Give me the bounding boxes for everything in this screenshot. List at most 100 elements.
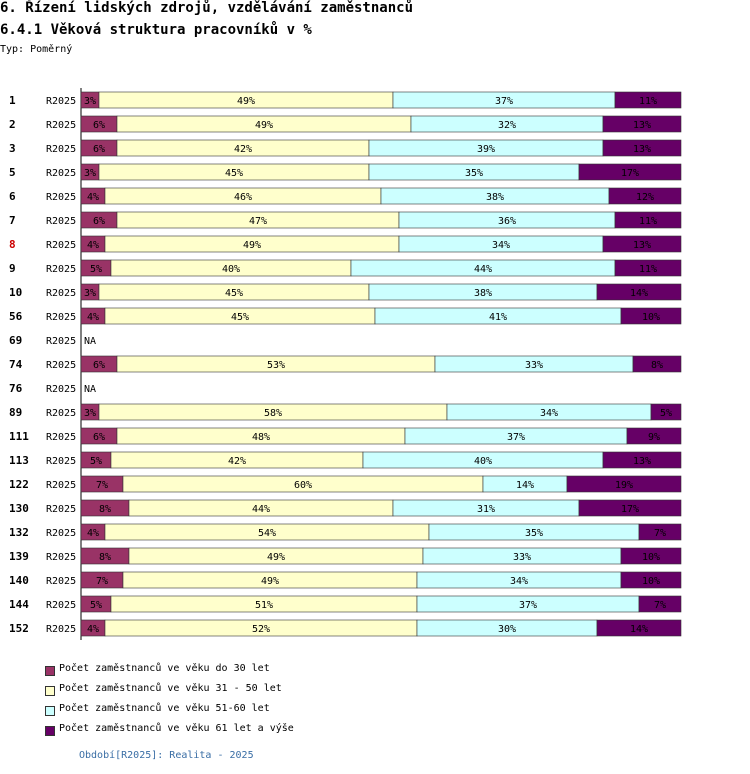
row-period-label: R2025: [46, 336, 76, 347]
bar-value-label: 11%: [639, 216, 657, 227]
row-period-label: R2025: [46, 432, 76, 443]
row-period-label: R2025: [46, 408, 76, 419]
bar-value-label: 47%: [249, 216, 267, 227]
bar-value-label: 37%: [507, 432, 525, 443]
bar-segment: [602, 451, 682, 469]
row-category-label: 139: [9, 550, 29, 563]
row-period-label: R2025: [46, 552, 76, 563]
bar-value-label: 4%: [87, 240, 99, 251]
bar-value-label: 37%: [495, 96, 513, 107]
bar-value-label: 48%: [252, 432, 270, 443]
bar-value-label: 7%: [654, 600, 666, 611]
row-category-label: 111: [9, 430, 29, 443]
bar-value-label: 49%: [261, 576, 279, 587]
bar-value-label: 42%: [234, 144, 252, 155]
row-category-label: 74: [9, 358, 23, 371]
legend-label: Počet zaměstnanců ve věku 51-60 let: [59, 703, 270, 714]
bar-value-label: 8%: [651, 360, 663, 371]
bar-value-label: 10%: [642, 576, 660, 587]
bar-value-label: 41%: [489, 312, 507, 323]
bar-value-label: 53%: [267, 360, 285, 371]
row-category-label: 76: [9, 382, 23, 395]
bar-value-label: 32%: [498, 120, 516, 131]
bar-segment: [632, 355, 682, 373]
bar-value-label: 13%: [633, 240, 651, 251]
bar-value-label: 10%: [642, 312, 660, 323]
row-category-label: 9: [9, 262, 16, 275]
row-category-label: 6: [9, 190, 16, 203]
bar-value-label: 8%: [99, 504, 111, 515]
bar-value-label: 3%: [84, 288, 96, 299]
bar-value-label: 6%: [93, 144, 105, 155]
stacked-bar-chart: 1 R2025 3% 49% 37% 11% 2 R2025 6% 49% 32% 13% 3 R2025…: [9, 88, 682, 640]
bar-value-label: 7%: [654, 528, 666, 539]
bar-segment: [566, 475, 682, 493]
bar-value-label: 5%: [90, 600, 102, 611]
bar-value-label: 45%: [231, 312, 249, 323]
page-title: 6. Řízení lidských zdrojů, vzdělávání za…: [0, 0, 414, 16]
row-category-label: 10: [9, 286, 22, 299]
bar-value-label: 14%: [630, 624, 648, 635]
bar-value-label: 49%: [237, 96, 255, 107]
bar-value-label: 6%: [93, 120, 105, 131]
bar-value-label: 44%: [252, 504, 270, 515]
bar-value-label: 4%: [87, 192, 99, 203]
legend-label: Počet zaměstnanců ve věku do 30 let: [59, 663, 270, 674]
row-period-label: R2025: [46, 120, 76, 131]
bar-value-label: 13%: [633, 144, 651, 155]
bar-value-label: 37%: [519, 600, 537, 611]
bar-segment: [578, 499, 682, 517]
bar-value-label: 5%: [660, 408, 672, 419]
row-period-label: R2025: [46, 240, 76, 251]
row-period-label: R2025: [46, 600, 76, 611]
bar-segment: [614, 211, 682, 229]
bar-value-label: 44%: [474, 264, 492, 275]
legend-label: Počet zaměstnanců ve věku 61 let a výše: [59, 723, 294, 734]
bar-segment: [650, 403, 682, 421]
row-category-label: 7: [9, 214, 16, 227]
bar-value-label: 42%: [228, 456, 246, 467]
bar-value-label: 35%: [525, 528, 543, 539]
bar-value-label: 6%: [93, 432, 105, 443]
bar-value-label: 11%: [639, 264, 657, 275]
bar-value-label: 34%: [492, 240, 510, 251]
row-period-label: R2025: [46, 144, 76, 155]
bar-segment: [596, 619, 682, 637]
bar-value-label: 8%: [99, 552, 111, 563]
chart-type-label: Typ: Poměrný: [0, 44, 73, 55]
bar-segment: [620, 307, 682, 325]
bar-value-label: 13%: [633, 120, 651, 131]
bar-value-label: 40%: [222, 264, 240, 275]
bar-value-label: 52%: [252, 624, 270, 635]
bar-value-label: 30%: [498, 624, 516, 635]
bar-segment: [602, 115, 682, 133]
row-period-label: R2025: [46, 264, 76, 275]
row-na-label: NA: [84, 384, 96, 395]
row-period-label: R2025: [46, 576, 76, 587]
chart-subtitle: 6.4.1 Věková struktura pracovníků v %: [0, 22, 312, 38]
period-footer[interactable]: Období[R2025]: Realita - 2025: [79, 750, 254, 761]
row-na-label: NA: [84, 336, 96, 347]
legend-swatch: [45, 706, 55, 716]
bar-segment: [638, 523, 682, 541]
bar-value-label: 5%: [90, 264, 102, 275]
row-category-label: 130: [9, 502, 29, 515]
bar-value-label: 45%: [225, 168, 243, 179]
row-period-label: R2025: [46, 288, 76, 299]
row-period-label: R2025: [46, 504, 76, 515]
bar-value-label: 3%: [84, 408, 96, 419]
row-category-label: 8: [9, 238, 16, 251]
bar-value-label: 54%: [258, 528, 276, 539]
bar-value-label: 4%: [87, 528, 99, 539]
row-period-label: R2025: [46, 360, 76, 371]
bar-segment: [602, 235, 682, 253]
bar-segment: [608, 187, 682, 205]
bar-segment: [620, 547, 682, 565]
bar-value-label: 3%: [84, 168, 96, 179]
row-period-label: R2025: [46, 96, 76, 107]
bar-value-label: 45%: [225, 288, 243, 299]
bar-value-label: 6%: [93, 216, 105, 227]
bar-value-label: 17%: [621, 168, 639, 179]
row-category-label: 122: [9, 478, 29, 491]
bar-value-label: 33%: [513, 552, 531, 563]
